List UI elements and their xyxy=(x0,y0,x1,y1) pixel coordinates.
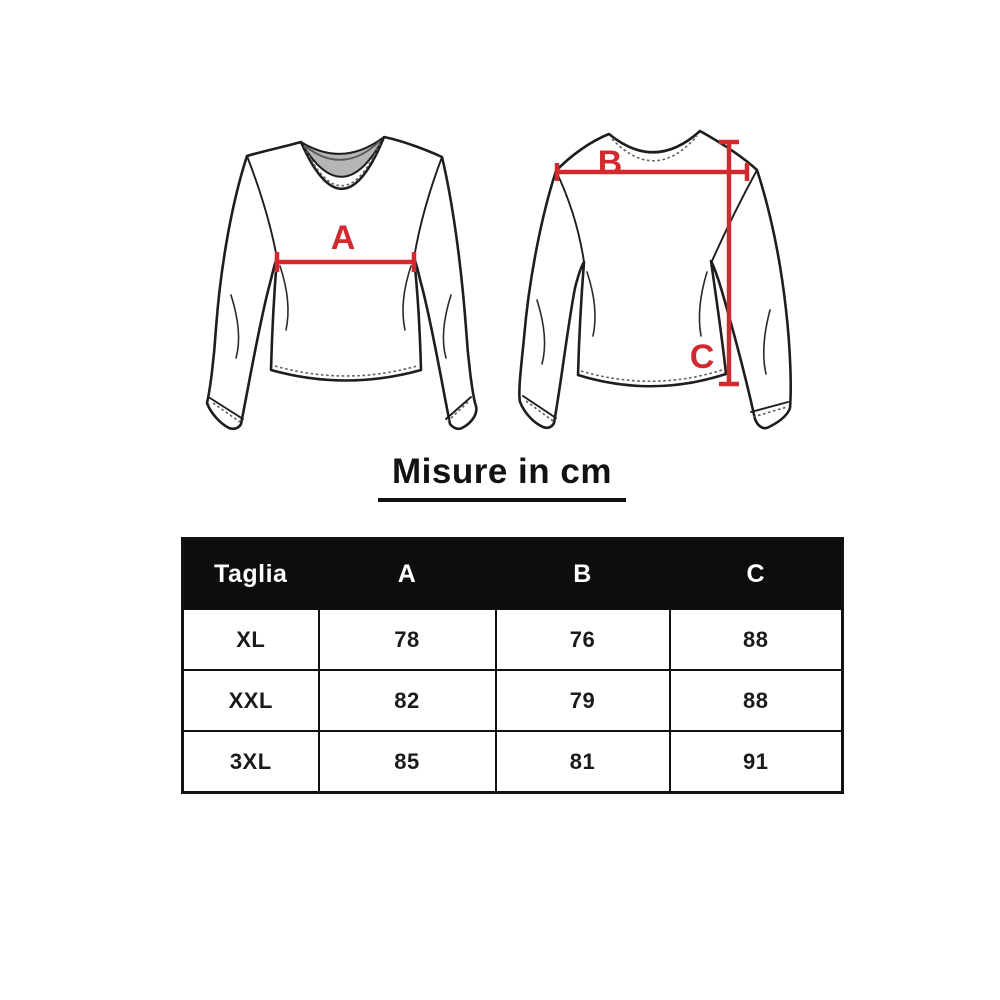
size-table: Taglia A B C XL 78 76 88 XXL 82 79 88 3X… xyxy=(181,537,844,794)
front-hem-stitching xyxy=(274,365,418,377)
size-cell: XL xyxy=(181,608,320,671)
size-table-body: XL 78 76 88 XXL 82 79 88 3XL 85 81 91 xyxy=(181,608,844,794)
header-cell-a: A xyxy=(317,537,497,610)
size-cell: 3XL xyxy=(181,730,320,794)
front-cuff-stitch-right xyxy=(447,401,469,422)
header-cell-taglia: Taglia xyxy=(181,537,320,610)
value-cell-a: 85 xyxy=(317,730,497,794)
value-cell-c: 88 xyxy=(668,669,844,732)
header-cell-b: B xyxy=(494,537,671,610)
front-cuff-seam-left xyxy=(209,397,244,420)
front-armhole-seam-left xyxy=(246,155,278,259)
front-cuff-seam-right xyxy=(445,396,472,420)
table-row-xxl: XXL 82 79 88 xyxy=(181,669,844,732)
front-garment-outline xyxy=(205,135,478,431)
measure-line-a: A xyxy=(274,219,417,272)
value-cell-a: 82 xyxy=(317,669,497,732)
front-armhole-seam-right xyxy=(413,156,443,259)
back-armhole-seam-right xyxy=(711,169,758,262)
back-view-drawing xyxy=(518,129,792,430)
front-neck-stitching xyxy=(303,140,382,187)
back-body-fold-left xyxy=(586,271,596,337)
header-row: Taglia A B C xyxy=(181,537,844,610)
front-cuff-stitch-left xyxy=(212,402,241,423)
title-underline: Misure in cm xyxy=(378,452,626,502)
header-cell-c: C xyxy=(668,537,844,610)
back-cuff-stitch-right xyxy=(752,406,788,418)
back-cuff-stitch-left xyxy=(525,400,554,422)
back-cuff-seam-left xyxy=(522,395,557,419)
table-row-xl: XL 78 76 88 xyxy=(181,608,844,671)
measure-label-b: B xyxy=(598,144,623,182)
value-cell-b: 79 xyxy=(494,669,671,732)
value-cell-c: 88 xyxy=(668,608,844,671)
front-body-fold-right xyxy=(402,265,412,331)
back-body-fold-right xyxy=(698,271,708,337)
front-sleeve-fold-right xyxy=(442,294,452,359)
back-sleeve-fold-left xyxy=(536,299,546,365)
value-cell-b: 81 xyxy=(494,730,671,794)
back-hem-stitching xyxy=(580,369,723,383)
front-collar-inside xyxy=(300,136,385,178)
front-collar-seam xyxy=(304,140,381,161)
back-neck-stitching xyxy=(611,135,698,162)
measure-line-c: C xyxy=(690,139,739,387)
page-title: Misure in cm xyxy=(392,452,612,491)
back-sleeve-fold-right xyxy=(762,309,771,375)
front-view-drawing xyxy=(205,135,478,431)
size-table-header: Taglia A B C xyxy=(181,537,844,610)
size-cell: XXL xyxy=(181,669,320,732)
value-cell-a: 78 xyxy=(317,608,497,671)
front-body-fold-left xyxy=(279,265,289,331)
back-armhole-seam-left xyxy=(555,170,585,263)
measure-label-c: C xyxy=(690,338,715,376)
value-cell-b: 76 xyxy=(494,608,671,671)
garment-measurement-diagram: A B C xyxy=(205,129,792,431)
table-row-3xl: 3XL 85 81 91 xyxy=(181,730,844,794)
measure-line-b: B xyxy=(554,144,750,182)
back-cuff-seam-right xyxy=(750,401,789,413)
value-cell-c: 91 xyxy=(668,730,844,794)
measure-label-a: A xyxy=(331,219,356,257)
back-garment-outline xyxy=(518,129,792,430)
front-sleeve-fold-left xyxy=(230,294,240,359)
